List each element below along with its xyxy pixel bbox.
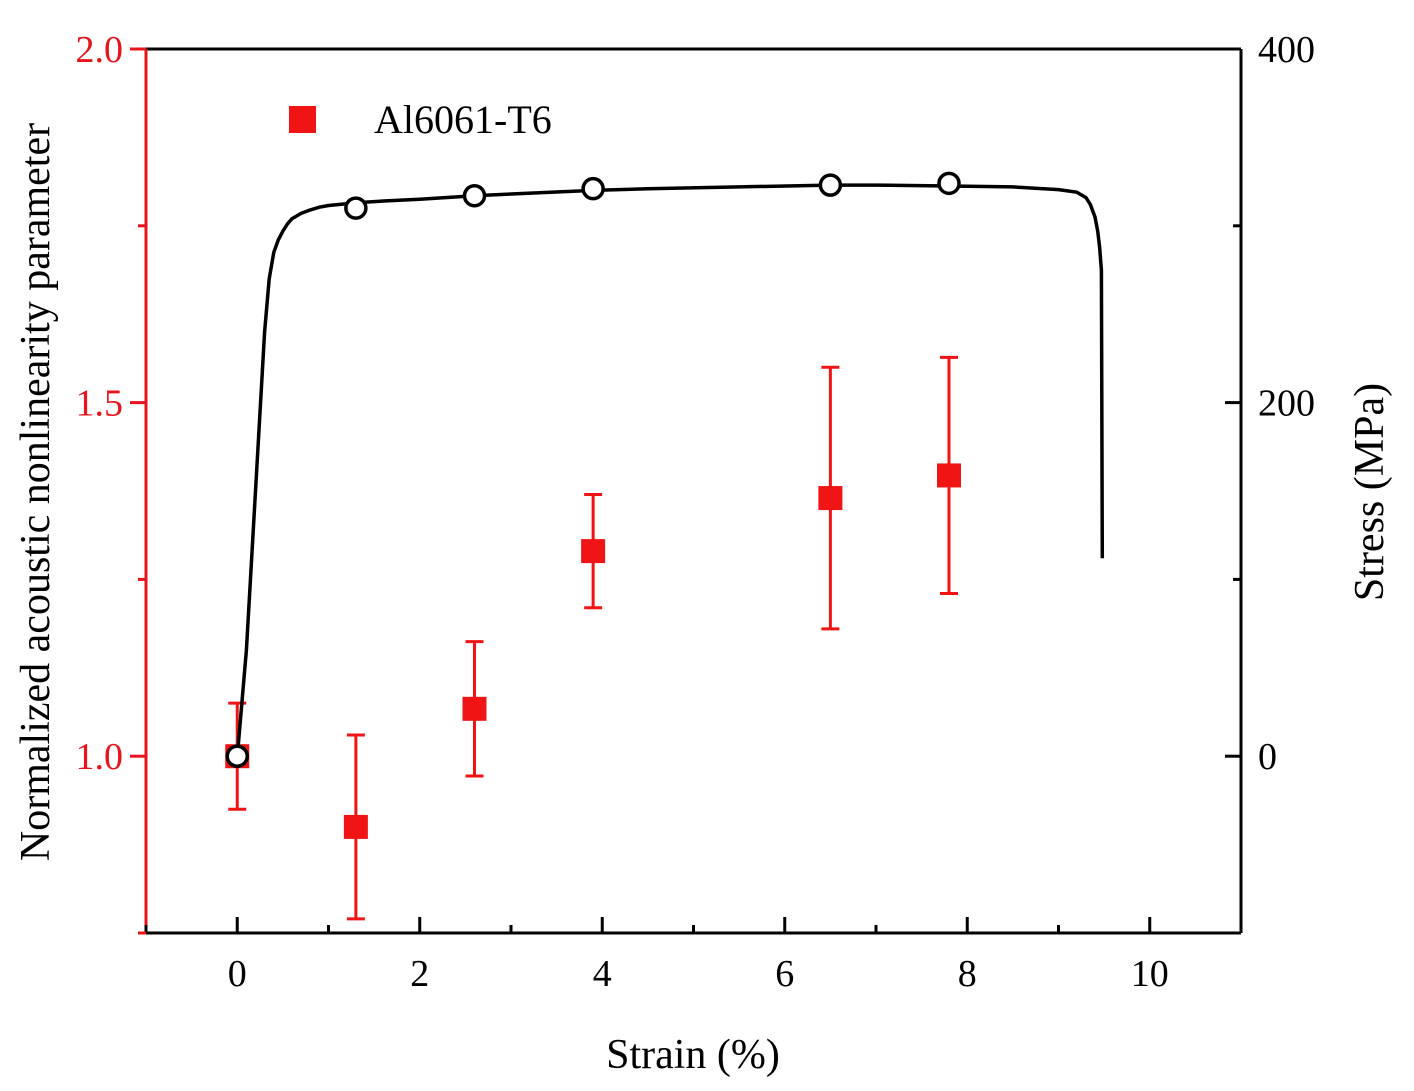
left-y-tick-label: 1.0	[76, 736, 124, 778]
legend-label: Al6061-T6	[374, 97, 552, 142]
right-y-axis-label: Stress (MPa)	[1347, 383, 1393, 601]
nonlinearity-point	[937, 463, 961, 488]
x-tick-label: 10	[1131, 953, 1169, 995]
x-tick-label: 0	[228, 953, 247, 995]
stress-marker	[225, 744, 249, 768]
left-y-axis-label: Normalized acoustic nonlinearity paramet…	[13, 123, 59, 861]
nonlinearity-point	[818, 486, 843, 511]
x-axis-ticks: 0 2 4 6 8 10	[144, 917, 1243, 995]
stress-marker	[818, 173, 843, 197]
left-y-tick-label: 1.5	[76, 383, 124, 425]
x-tick-label: 4	[593, 953, 612, 995]
left-y-tick-label: 2.0	[76, 29, 124, 71]
stress-markers	[225, 171, 961, 768]
right-y-tick-label: 200	[1258, 383, 1315, 425]
right-y-tick-label: 0	[1258, 736, 1277, 778]
stress-marker	[344, 196, 368, 220]
error-bars	[228, 355, 958, 921]
nonlinearity-point	[343, 814, 368, 839]
stress-marker	[581, 176, 605, 201]
x-tick-label: 2	[410, 953, 429, 995]
left-y-axis-ticks: 1.0 1.5 2.0	[76, 29, 146, 935]
right-y-axis-ticks: 0 200 400	[1225, 29, 1315, 935]
x-tick-label: 6	[775, 953, 794, 995]
x-tick-label: 8	[958, 953, 977, 995]
nonlinearity-point	[462, 696, 487, 721]
nonlinearity-point	[581, 539, 606, 564]
right-y-tick-label: 400	[1258, 29, 1315, 71]
stress-marker	[937, 171, 961, 196]
legend-marker	[289, 106, 316, 133]
stress-strain-curve	[235, 183, 1105, 757]
x-axis-label: Strain (%)	[606, 1032, 780, 1078]
stress-marker	[462, 183, 487, 208]
